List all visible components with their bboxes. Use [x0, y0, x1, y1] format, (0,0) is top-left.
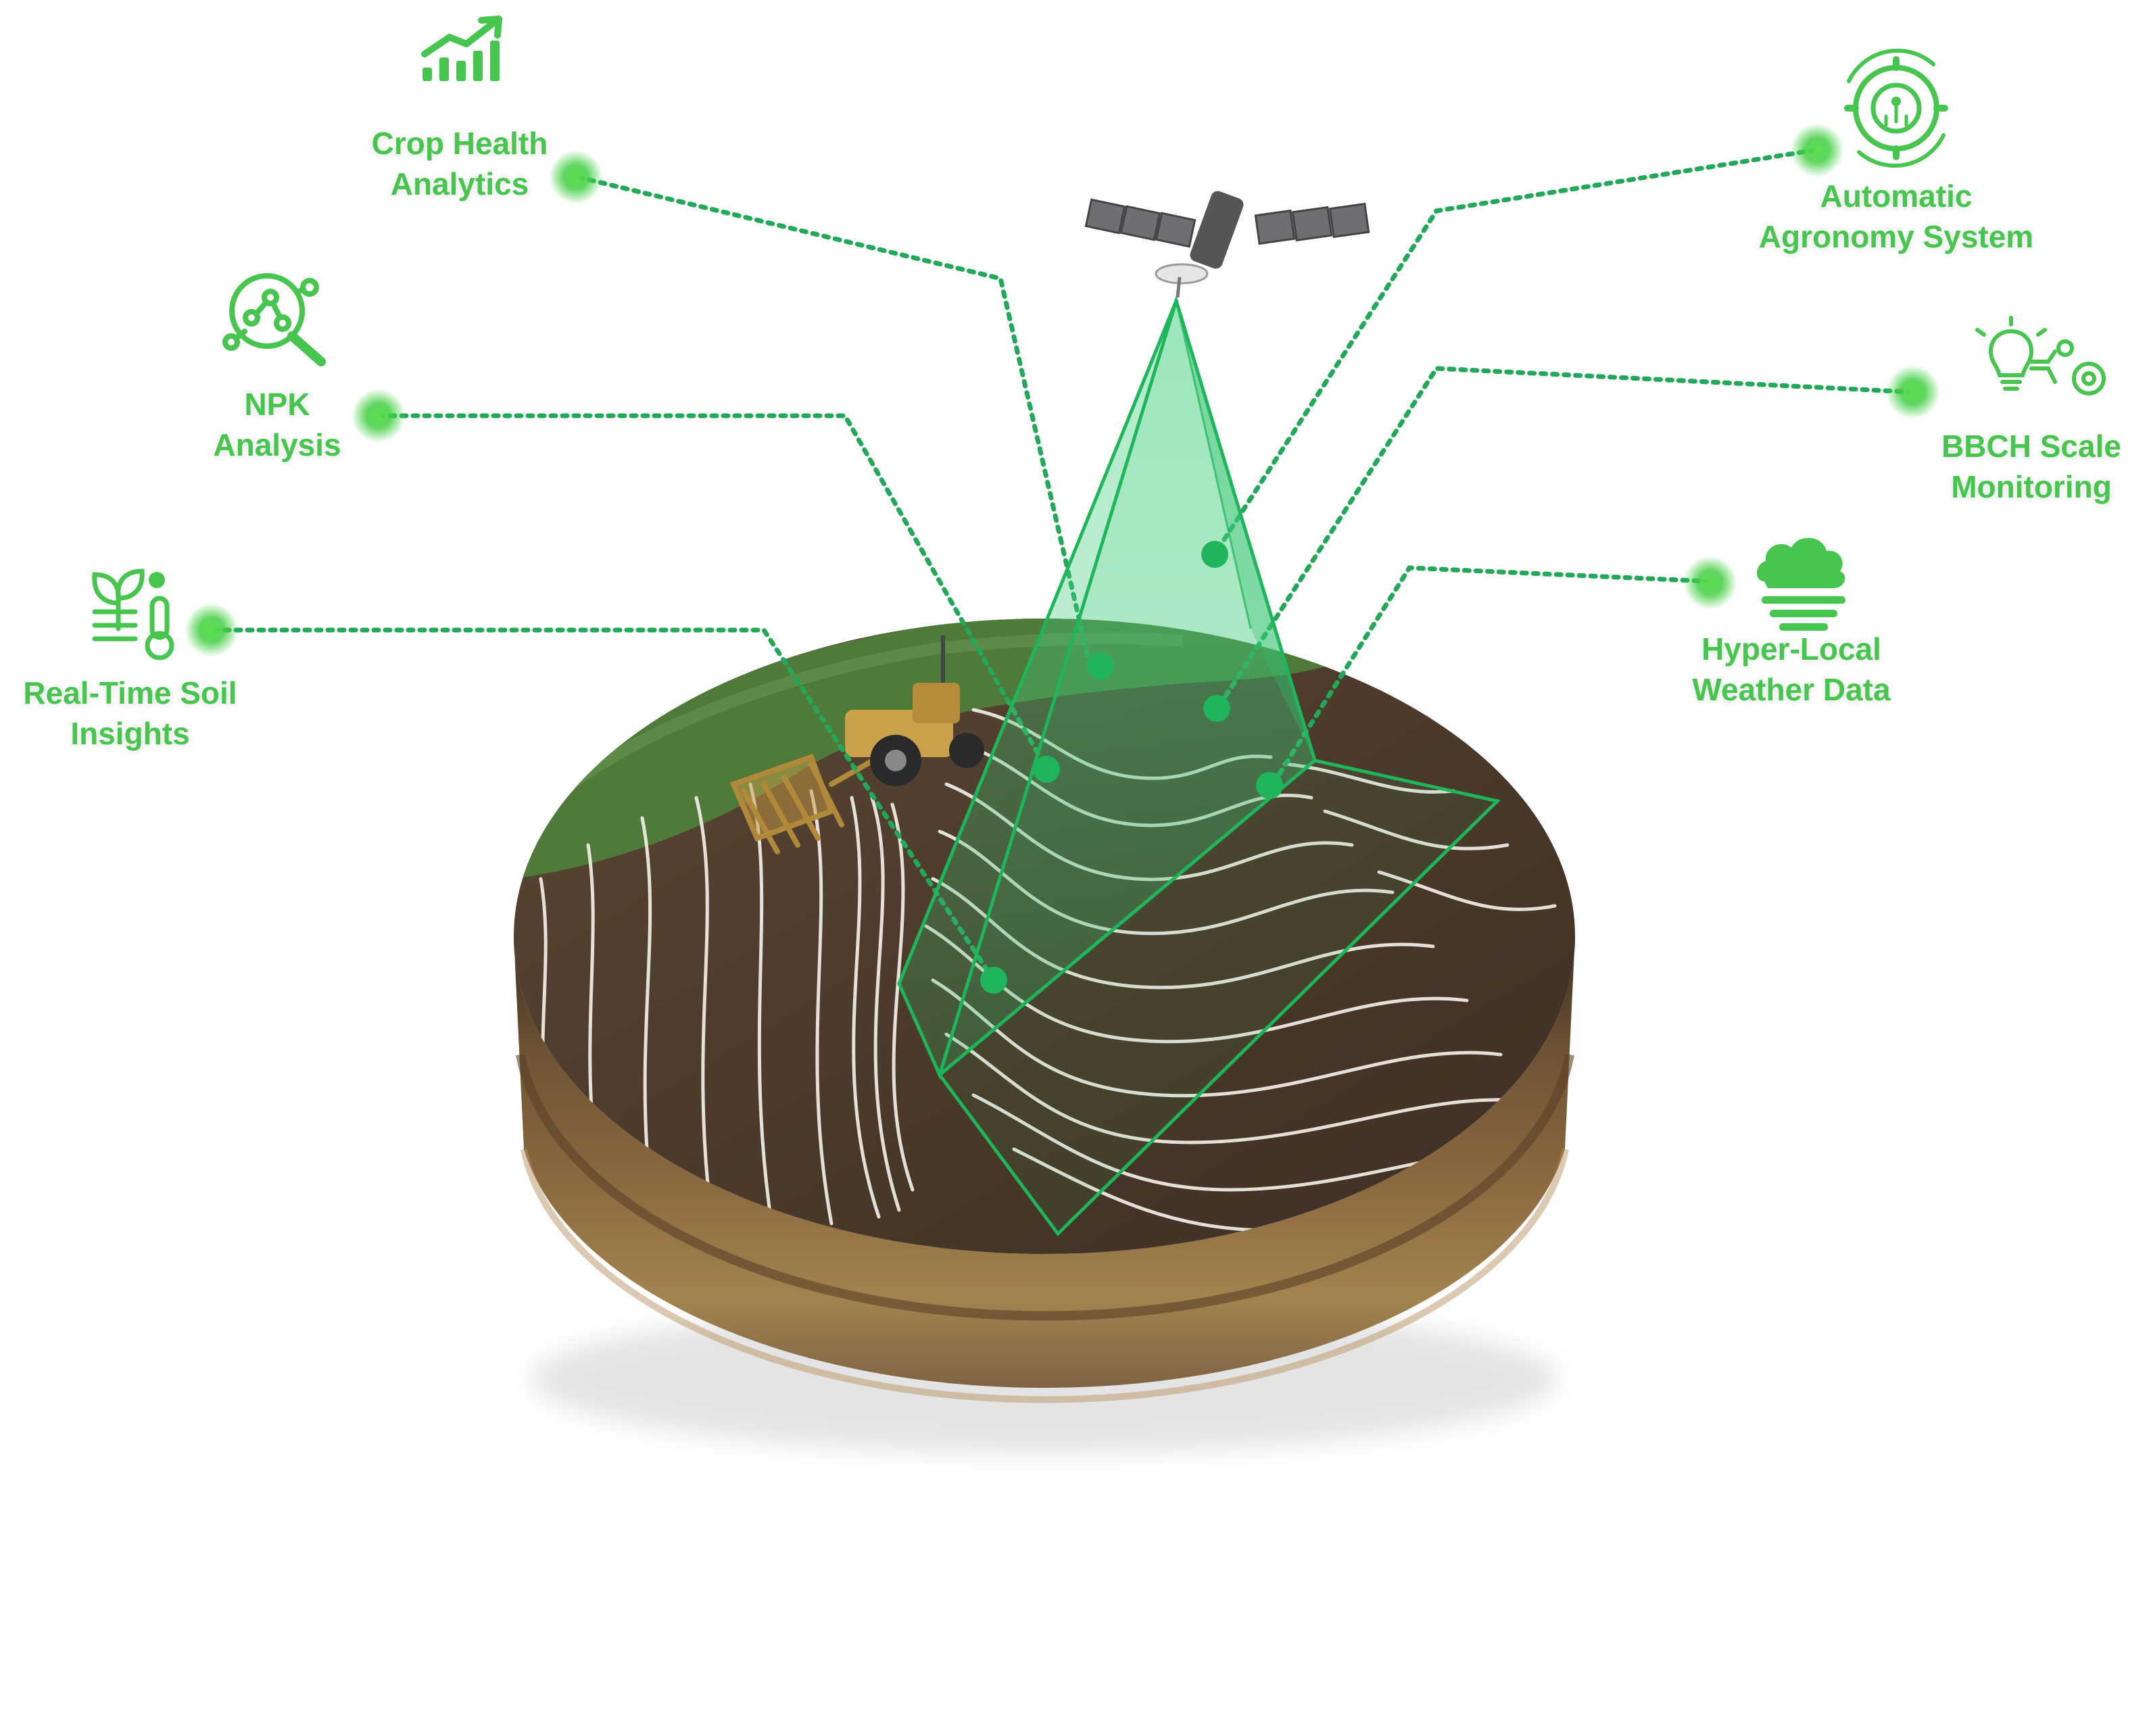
satellite-icon: [1084, 191, 1370, 298]
glow-dot-crop-health: [549, 150, 603, 204]
connector-crop-health: [575, 174, 1091, 662]
harrow-implement-icon: [729, 753, 881, 854]
glow-dots: [185, 123, 1940, 657]
feature-label-line: Monitoring: [1951, 469, 2112, 504]
connector-bbch: [1214, 366, 1916, 713]
cloud-fog-icon: [1756, 537, 1845, 631]
feature-label-soil: Real-Time Soil Insights: [7, 673, 253, 754]
feature-label-line: Analysis: [213, 427, 341, 462]
connector-soil: [210, 627, 996, 983]
bar-chart-trend-icon: [421, 16, 502, 81]
feature-label-line: Weather Data: [1692, 672, 1891, 707]
plant-thermometer-icon: [92, 569, 174, 660]
feature-label-line: Automatic: [1820, 178, 1973, 214]
feature-label-line: NPK: [244, 387, 310, 422]
feature-label-line: Crop Health: [371, 126, 548, 161]
beam-nodes: [980, 541, 1283, 994]
soil-layer-band: [516, 1053, 1574, 1321]
soil-layer-band: [521, 1148, 1569, 1403]
glow-dot-bbch: [1886, 365, 1940, 419]
connector-lines: [210, 147, 1916, 983]
feature-label-weather: Hyper-Local Weather Data: [1670, 629, 1913, 710]
glow-dot-soil: [185, 603, 239, 657]
feature-label-line: Hyper-Local: [1701, 631, 1881, 667]
connector-weather: [1268, 565, 1713, 790]
glow-dot-npk: [352, 389, 406, 443]
tractor-icon: [845, 635, 984, 786]
feature-label-line: Insights: [70, 716, 190, 751]
gear-circuit-icon: [1844, 48, 1948, 168]
feature-label-line: Real-Time Soil: [23, 675, 237, 710]
glow-dot-agronomy: [1790, 123, 1844, 177]
glow-dot-weather: [1683, 556, 1737, 610]
feature-label-npk: NPK Analysis: [176, 384, 379, 465]
magnifier-molecule-icon: [222, 273, 326, 366]
field-scan-footprint: [937, 758, 1501, 1236]
connector-npk: [376, 413, 1050, 773]
satellite-beam: [897, 295, 1317, 1080]
feature-label-line: Analytics: [390, 166, 529, 201]
feature-label-line: BBCH Scale: [1941, 429, 2121, 464]
connector-agronomy: [1214, 147, 1818, 554]
feature-label-agronomy: Automatic Agronomy System: [1744, 176, 2048, 257]
feature-label-line: Agronomy System: [1758, 219, 2034, 254]
feature-label-crop-health: Crop Health Analytics: [352, 123, 568, 204]
feature-label-bbch: BBCH Scale Monitoring: [1920, 426, 2143, 507]
bulb-gears-icon: [1975, 316, 2106, 395]
